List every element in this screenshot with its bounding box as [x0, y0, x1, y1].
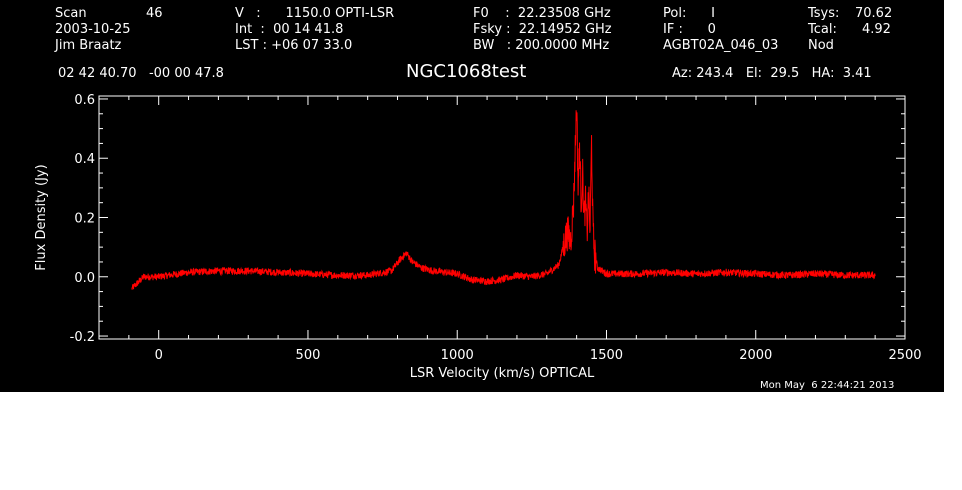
y-tick-label: 0.4	[74, 152, 95, 167]
obs-date: 2003-10-25	[55, 22, 131, 37]
plot-window: Scan 46 2003-10-25 Jim Braatz V : 1150.0…	[0, 0, 944, 392]
spectrum-chart: 0 500 1000 1500 2000 2500 -0.2 0.0 0.2 0.4 0.6 LSR …	[34, 93, 922, 381]
plot-frame	[98, 95, 906, 340]
y-tick-label: 0.2	[74, 212, 95, 227]
x-axis-label: LSR Velocity (km/s) OPTICAL	[410, 366, 595, 381]
scan-number: 46	[146, 6, 163, 21]
tsys-label: Tsys:	[808, 6, 840, 21]
render-timestamp: Mon May 6 22:44:21 2013	[760, 380, 895, 391]
tcal-value: 4.92	[862, 22, 891, 37]
project-id: AGBT02A_046_03	[663, 38, 779, 53]
velocity-info: V : 1150.0 OPTI-LSR	[235, 6, 395, 21]
x-tick-label: 500	[296, 348, 321, 363]
x-tick-label: 1500	[590, 348, 623, 363]
source-name: NGC1068test	[406, 61, 527, 82]
x-tick-label: 2500	[888, 348, 921, 363]
rest-frequency: F0 : 22.23508 GHz	[473, 6, 611, 21]
y-tick-label: -0.2	[70, 330, 95, 345]
if-number: IF : 0	[663, 22, 716, 37]
observer-name: Jim Braatz	[55, 38, 122, 53]
y-axis-label: Flux Density (Jy)	[34, 164, 49, 270]
integration-time: Int : 00 14 41.8	[235, 22, 344, 37]
spectrum-trace	[131, 110, 876, 290]
az-el-ha: Az: 243.4 El: 29.5 HA: 3.41	[672, 66, 872, 81]
y-tick-label: 0.0	[74, 271, 95, 286]
x-tick-label: 0	[155, 348, 163, 363]
bandwidth: BW : 200.0000 MHz	[473, 38, 610, 53]
x-tick-label: 2000	[739, 348, 772, 363]
x-tick-label: 1000	[441, 348, 474, 363]
y-tick-label: 0.6	[74, 93, 95, 108]
scan-label: Scan	[55, 6, 87, 21]
sky-frequency: Fsky : 22.14952 GHz	[473, 22, 612, 37]
lst-info: LST : +06 07 33.0	[235, 38, 353, 53]
polarization: Pol: I	[663, 6, 715, 21]
tcal-label: Tcal:	[808, 22, 837, 37]
source-coordinates: 02 42 40.70 -00 00 47.8	[58, 66, 224, 81]
tsys-value: 70.62	[855, 6, 893, 21]
obs-mode: Nod	[808, 38, 834, 53]
